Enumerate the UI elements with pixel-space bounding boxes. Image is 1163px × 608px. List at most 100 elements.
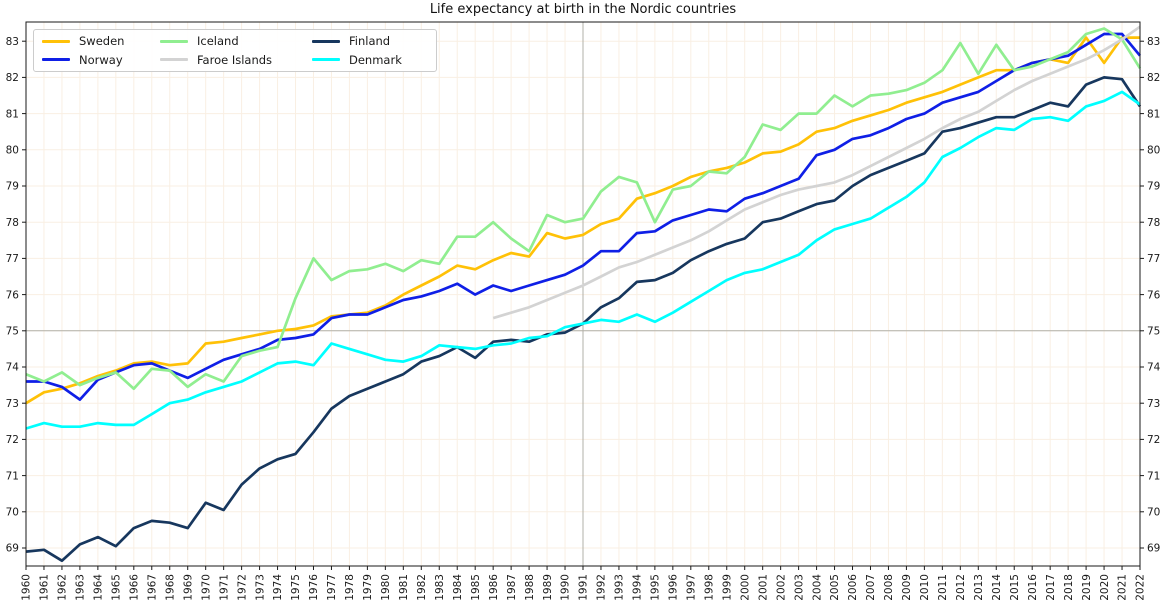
chart-title: Life expectancy at birth in the Nordic c…	[429, 2, 737, 17]
x-tick-label: 2014	[991, 574, 1003, 601]
x-tick-label: 1988	[524, 574, 536, 601]
y-tick-label: 75	[1147, 326, 1160, 338]
series-line-norway	[26, 32, 1142, 401]
x-tick-label: 2010	[919, 574, 931, 601]
x-tick-label: 1979	[362, 574, 374, 601]
x-tick-label: 1997	[686, 574, 698, 601]
y-tick-label: 74	[1147, 362, 1161, 374]
tick-labels: 1960 1961 1962 1963 1964 1965 1966 1967 1968 1969…	[6, 36, 1161, 601]
x-tick-label: 1968	[164, 574, 176, 601]
y-tick-label: 83	[1147, 36, 1160, 48]
x-tick-label: 1991	[578, 574, 590, 601]
legend-label: Faroe Islands	[197, 52, 273, 67]
x-tick-label: 1989	[542, 574, 554, 601]
y-tick-label: 77	[6, 253, 19, 265]
legend-item-finland: Finland	[312, 34, 434, 48]
x-tick-label: 2021	[1117, 574, 1129, 601]
x-tick-label: 2003	[793, 574, 805, 601]
y-tick-label: 73	[1147, 398, 1160, 410]
x-tick-label: 1969	[182, 574, 194, 601]
y-tick-label: 72	[6, 434, 19, 446]
y-tick-label: 82	[6, 72, 19, 84]
x-tick-label: 1977	[326, 574, 338, 601]
x-tick-label: 1963	[75, 574, 87, 601]
x-tick-label: 1972	[236, 574, 248, 601]
legend-item-norway: Norway	[42, 53, 160, 67]
x-tick-label: 1973	[254, 574, 266, 601]
x-tick-label: 2018	[1063, 574, 1075, 601]
x-tick-label: 2017	[1045, 574, 1057, 601]
x-tick-label: 2004	[811, 574, 823, 601]
x-tick-label: 1990	[560, 574, 572, 601]
y-tick-label: 78	[1147, 217, 1160, 229]
x-tick-label: 1981	[398, 574, 410, 601]
legend-line-swatch	[312, 39, 340, 43]
x-tick-label: 1965	[111, 574, 123, 601]
x-tick-label: 1960	[21, 574, 33, 601]
x-tick-label: 2007	[865, 574, 877, 601]
legend-label: Finland	[349, 34, 391, 49]
y-tick-label: 71	[1147, 470, 1160, 482]
x-tick-label: 1993	[614, 574, 626, 601]
x-tick-label: 2020	[1099, 574, 1111, 601]
x-tick-label: 1976	[308, 574, 320, 601]
series-line-denmark	[25, 90, 1141, 430]
x-tick-label: 1962	[57, 574, 69, 601]
y-tick-label: 82	[1147, 72, 1160, 84]
y-tick-label: 78	[6, 217, 19, 229]
legend-item-faroe-islands: Faroe Islands	[160, 53, 312, 67]
y-tick-label: 79	[6, 181, 19, 193]
y-tick-label: 71	[6, 470, 19, 482]
x-tick-label: 2019	[1081, 574, 1093, 601]
legend-line-swatch	[312, 58, 340, 62]
y-tick-label: 74	[6, 362, 20, 374]
y-tick-label: 73	[6, 398, 19, 410]
y-tick-label: 80	[1147, 145, 1160, 157]
series-line-iceland	[25, 27, 1142, 391]
x-tick-label: 1967	[146, 574, 158, 601]
x-tick-label: 1998	[703, 574, 715, 601]
y-tick-label: 70	[1147, 507, 1160, 519]
legend: Sweden Norway Iceland Faroe Islands Finl…	[33, 29, 437, 72]
x-tick-label: 2006	[847, 574, 859, 601]
x-tick-label: 1966	[129, 574, 141, 601]
x-tick-label: 1975	[290, 574, 302, 601]
series-line-faroe-islands	[492, 25, 1141, 320]
x-tick-label: 1978	[344, 574, 356, 601]
x-tick-label: 2015	[1009, 574, 1021, 601]
x-tick-label: 2013	[973, 574, 985, 601]
x-tick-label: 2008	[883, 574, 895, 601]
x-tick-label: 2005	[829, 574, 841, 601]
legend-item-sweden: Sweden	[42, 34, 160, 48]
y-tick-label: 83	[6, 36, 19, 48]
legend-label: Sweden	[79, 34, 125, 49]
x-tick-label: 2016	[1027, 574, 1039, 601]
legend-line-swatch	[42, 58, 70, 62]
x-tick-label: 1994	[632, 574, 644, 601]
x-tick-label: 1984	[452, 574, 464, 601]
legend-line-swatch	[160, 58, 188, 62]
y-tick-label: 81	[1147, 108, 1160, 120]
x-tick-label: 1983	[434, 574, 446, 601]
y-tick-label: 70	[6, 507, 19, 519]
x-tick-label: 2002	[775, 574, 787, 601]
y-tick-label: 77	[1147, 253, 1160, 265]
x-tick-label: 1986	[488, 574, 500, 601]
x-tick-label: 2012	[955, 574, 967, 601]
x-tick-label: 1970	[200, 574, 212, 601]
legend-label: Denmark	[349, 52, 402, 67]
x-tick-label: 1964	[93, 574, 105, 601]
legend-item-denmark: Denmark	[312, 53, 434, 67]
series-line-sweden	[25, 36, 1140, 405]
y-tick-label: 81	[6, 108, 19, 120]
x-tick-label: 2001	[757, 574, 769, 601]
x-tick-label: 1971	[218, 574, 230, 601]
series-lines	[25, 25, 1142, 563]
y-tick-label: 72	[1147, 434, 1160, 446]
y-tick-label: 75	[6, 326, 19, 338]
x-tick-label: 1961	[39, 574, 51, 601]
legend-label: Norway	[79, 52, 123, 67]
x-tick-label: 1982	[416, 574, 428, 601]
